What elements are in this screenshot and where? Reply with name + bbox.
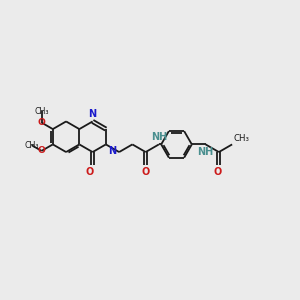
Text: NH: NH (151, 132, 167, 142)
Text: N: N (108, 146, 116, 156)
Text: CH₃: CH₃ (24, 141, 39, 150)
Text: NH: NH (197, 147, 214, 157)
Text: CH₃: CH₃ (34, 106, 49, 116)
Text: O: O (38, 118, 46, 127)
Text: N: N (88, 109, 97, 119)
Text: O: O (142, 167, 150, 177)
Text: O: O (85, 167, 94, 177)
Text: O: O (38, 146, 46, 155)
Text: O: O (213, 167, 221, 177)
Text: CH₃: CH₃ (234, 134, 250, 143)
